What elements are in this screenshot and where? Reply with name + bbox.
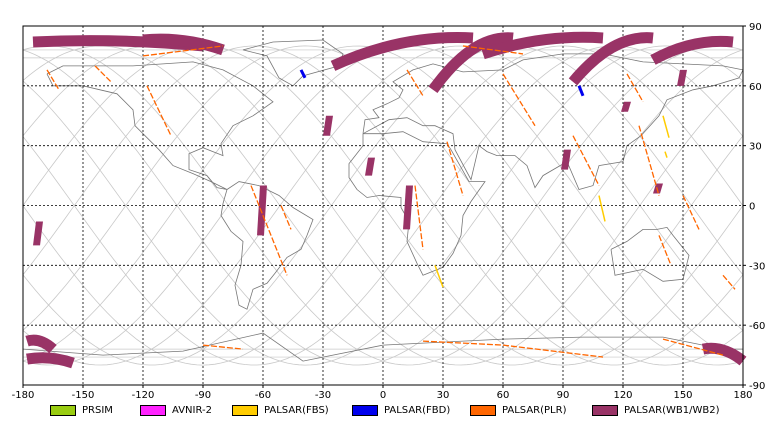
plr-swath-line: [658, 235, 672, 266]
lon-tick-label: -180: [12, 390, 35, 401]
lon-tick-label: 150: [673, 390, 692, 401]
legend-swatch: [232, 404, 258, 416]
lon-tick-label: 120: [613, 390, 632, 401]
wb-swath-arc: [428, 32, 514, 94]
lon-tick-label: -90: [195, 390, 211, 401]
plr-swath-line: [462, 45, 524, 55]
plr-swath-line: [406, 69, 424, 97]
legend-label: PALSAR(FBS): [264, 404, 329, 416]
legend-swatch: [592, 404, 618, 416]
plr-swath-line: [682, 195, 700, 230]
fbs-swath-line: [664, 151, 668, 158]
plr-swath-line: [414, 185, 424, 250]
fbs-swath-line: [434, 265, 444, 288]
plr-swath-line: [94, 65, 112, 83]
wb-swath-strip: [653, 183, 663, 194]
wb-swath-strip: [323, 115, 333, 136]
legend: PRSIM AVNIR-2 PALSAR(FBS) PALSAR(FBD) PALSAR…: [0, 400, 770, 422]
lon-tick-label: -60: [255, 390, 271, 401]
fbs-swath-line: [662, 115, 670, 138]
plr-swath-line: [662, 338, 724, 356]
plr-swath-line: [250, 185, 288, 276]
plr-swath-line: [572, 135, 600, 186]
plr-swath-line: [142, 45, 224, 57]
legend-item: PALSAR(WB1/WB2): [592, 403, 720, 417]
plr-swath-line: [46, 69, 60, 91]
wb-swath-strip: [365, 157, 375, 176]
wb-swath-strip: [677, 69, 687, 86]
plr-swath-line: [202, 344, 244, 350]
wb-swath-strip: [33, 221, 43, 246]
plr-swath-line: [638, 125, 660, 196]
wb-swath-strip: [561, 149, 571, 170]
legend-label: PALSAR(PLR): [502, 404, 567, 416]
wb-swath-strip: [621, 101, 631, 112]
legend-item: PALSAR(FBD): [352, 403, 450, 417]
lon-tick-label: -30: [315, 390, 331, 401]
lon-tick-label: 60: [497, 390, 510, 401]
wb-swath-arc: [568, 32, 654, 86]
lat-tick-label: -90: [749, 381, 765, 392]
wb-swath-strip: [257, 185, 267, 236]
plr-swath-line: [446, 141, 464, 196]
wb-swath-arc: [25, 334, 57, 354]
legend-label: AVNIR-2: [172, 404, 212, 416]
longitude-ticks: -180 -150 -120 -90 -60 -30 0 30 60 90 120 150 180: [12, 385, 753, 401]
lat-tick-label: 90: [749, 22, 762, 33]
lon-tick-label: -120: [132, 390, 155, 401]
continent-outline: [610, 226, 690, 282]
lon-tick-label: 30: [437, 390, 450, 401]
continent-outline: [362, 53, 744, 190]
plr-swath-line: [722, 274, 736, 290]
plr-swath-line: [502, 73, 536, 127]
plr-swath-line: [502, 344, 604, 358]
continent-outline: [242, 39, 344, 87]
coverage-layer: [25, 31, 747, 369]
plr-swath-line: [280, 205, 292, 230]
wb-swath-arc: [330, 32, 474, 71]
fbs-swath-line: [598, 195, 606, 222]
legend-swatch: [352, 404, 378, 416]
legend-swatch: [50, 404, 76, 416]
lat-tick-label: 30: [749, 142, 762, 153]
legend-item: PALSAR(PLR): [470, 403, 566, 417]
latitude-ticks: 90 60 30 0 -30 -60 -90: [743, 22, 765, 392]
plr-swath-line: [626, 73, 644, 103]
lon-tick-label: 180: [733, 390, 752, 401]
plr-swath-line: [422, 340, 504, 346]
legend-item: PRSIM: [50, 403, 113, 417]
lat-tick-label: 60: [749, 82, 762, 93]
lon-tick-label: 0: [380, 390, 386, 401]
continent-outline: [220, 181, 314, 310]
legend-label: PALSAR(WB1/WB2): [624, 404, 720, 416]
lat-tick-label: -30: [749, 261, 765, 272]
wb-swath-strip: [403, 185, 413, 230]
continent-outline: [46, 61, 274, 190]
legend-label: PRSIM: [82, 404, 113, 416]
fbd-swath-line: [577, 85, 585, 97]
plr-swath-line: [146, 85, 172, 136]
legend-swatch: [140, 404, 166, 416]
lon-tick-label: -150: [72, 390, 95, 401]
legend-item: PALSAR(FBS): [232, 403, 329, 417]
lon-tick-label: 90: [557, 390, 570, 401]
legend-label: PALSAR(FBD): [384, 404, 451, 416]
wb-swath-arc: [26, 352, 75, 369]
fbd-swath-line: [299, 69, 307, 79]
graticule-grid: [23, 26, 743, 385]
lat-tick-label: -60: [749, 321, 765, 332]
legend-swatch: [470, 404, 496, 416]
wb-swath-arc: [701, 342, 747, 366]
legend-item: AVNIR-2: [140, 403, 212, 417]
wb-swath-arc: [650, 35, 734, 65]
continent-outline: [22, 332, 743, 362]
lat-tick-label: 0: [749, 202, 755, 213]
